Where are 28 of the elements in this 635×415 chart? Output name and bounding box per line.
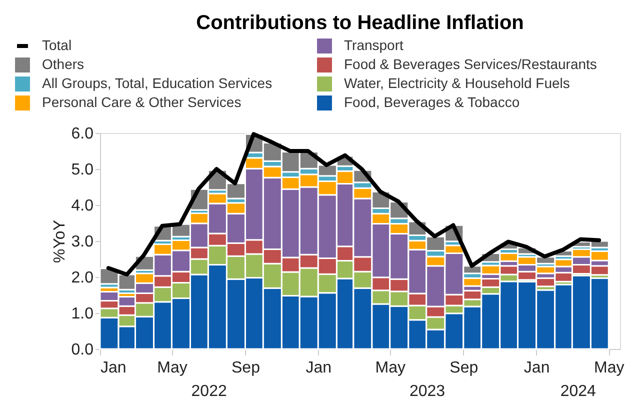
legend-label: Water, Electricity & Household Fuels xyxy=(344,75,570,91)
y-axis-title: %YoY xyxy=(51,220,68,263)
x-tick-label: Sep xyxy=(450,360,478,376)
y-tick-label: 4.0 xyxy=(71,198,94,214)
text: 2024 xyxy=(560,383,596,400)
x-tick-label: Jan xyxy=(524,360,550,376)
x-tick-label: Jan xyxy=(306,360,332,376)
legend-label: Personal Care & Other Services xyxy=(42,94,242,110)
legend-label: All Groups, Total, Education Services xyxy=(42,75,272,91)
legend-label: Total xyxy=(42,37,72,53)
legend-label: Food, Beverages & Tobacco xyxy=(344,94,520,110)
text: 2022 xyxy=(191,383,227,400)
chart-title: Contributions to Headline Inflation xyxy=(196,12,524,34)
legend-label: Transport xyxy=(344,37,404,53)
x-tick-label: Jan xyxy=(100,360,126,376)
x-tick-label: May xyxy=(375,360,406,376)
legend-label: Food & Beverages Services/Restaurants xyxy=(344,56,597,72)
y-tick-label: 0.0 xyxy=(71,342,94,358)
text: 2023 xyxy=(409,383,446,400)
y-tick-label: 3.0 xyxy=(71,234,94,250)
x-tick-label: May xyxy=(157,360,188,376)
x-tick-label: May xyxy=(594,360,624,376)
y-tick-label: 6.0 xyxy=(71,126,94,142)
y-tick-label: 1.0 xyxy=(71,306,94,322)
legend-label: Others xyxy=(42,56,84,72)
x-tick-label: Sep xyxy=(232,360,260,376)
y-tick-label: 2.0 xyxy=(71,270,94,286)
y-tick-label: 5.0 xyxy=(71,162,94,178)
